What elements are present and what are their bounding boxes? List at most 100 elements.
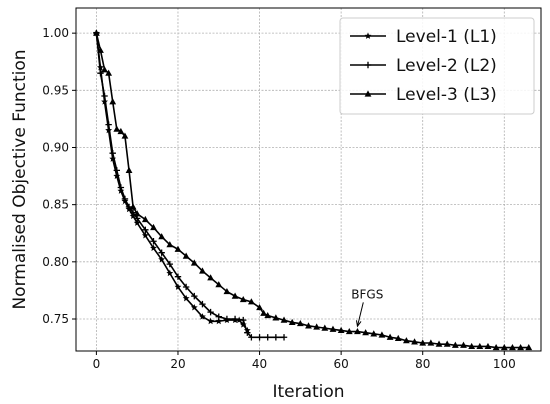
data-point: [207, 308, 214, 316]
data-point: [174, 283, 182, 290]
data-point: [101, 66, 108, 73]
legend: Level-1 (L1) Level-2 (L2) Level-3 (L3): [339, 17, 535, 115]
y-tick-label: 0.75: [42, 312, 69, 326]
data-point: [166, 269, 174, 277]
data-point: [247, 298, 255, 305]
data-point: [402, 337, 410, 344]
data-point: [256, 334, 263, 341]
annotation-arrow: [356, 302, 364, 327]
data-point: [158, 255, 166, 263]
data-point: [133, 219, 141, 226]
data-point: [117, 184, 125, 191]
data-point: [97, 69, 104, 77]
legend-label: Level-1 (L1): [396, 27, 497, 47]
plot-series: [92, 29, 533, 351]
legend-label: Level-3 (L3): [396, 85, 497, 105]
data-point: [174, 273, 182, 280]
data-point: [142, 226, 149, 234]
data-point: [239, 295, 247, 303]
data-point: [378, 331, 386, 338]
axes: 0 20 40 60 80 100 0.75 0.80 0.85 0.90 0.95 1.00: [42, 7, 542, 371]
legend-entry: Level-2 (L2): [350, 56, 497, 76]
data-point: [97, 46, 104, 53]
legend-marker: [364, 61, 372, 69]
data-point: [260, 309, 268, 316]
data-point: [207, 274, 215, 281]
data-point: [174, 245, 182, 252]
data-point: [199, 313, 206, 320]
data-point: [296, 319, 304, 327]
y-axis-label: Normalised Objective Function: [10, 49, 30, 309]
data-point: [443, 340, 451, 347]
annotation-label: BFGS: [351, 287, 383, 301]
data-point: [101, 92, 108, 100]
data-point: [386, 333, 394, 340]
data-point: [190, 259, 198, 266]
data-point: [182, 294, 190, 302]
data-point: [158, 249, 165, 256]
data-point: [158, 233, 166, 240]
x-tick-label: 20: [170, 357, 185, 371]
data-point: [182, 252, 190, 259]
annotation: BFGS: [351, 287, 383, 328]
y-tick-label: 0.85: [42, 198, 69, 212]
data-point: [451, 341, 459, 348]
data-point: [500, 343, 508, 351]
data-point: [256, 303, 263, 311]
data-point: [362, 329, 370, 336]
data-point: [190, 303, 198, 311]
data-point: [129, 203, 137, 210]
x-tick-label: 60: [333, 357, 348, 371]
data-point: [517, 343, 525, 351]
data-point: [288, 318, 296, 326]
data-point: [121, 195, 129, 203]
data-point: [125, 166, 133, 173]
data-point: [272, 314, 280, 321]
annotation-arrowhead: [355, 320, 362, 328]
legend-entry: Level-3 (L3): [350, 85, 497, 105]
data-point: [133, 210, 141, 217]
legend-marker: [364, 32, 372, 39]
legend-label: Level-2 (L2): [396, 56, 497, 76]
data-point: [419, 339, 427, 346]
data-point: [354, 327, 361, 335]
data-point: [105, 69, 113, 76]
data-point: [141, 215, 149, 223]
data-point: [231, 292, 239, 299]
data-point: [280, 334, 288, 341]
data-point: [215, 317, 223, 325]
data-point: [223, 287, 231, 295]
y-tick-label: 1.00: [42, 26, 69, 40]
data-point: [321, 324, 329, 331]
data-point: [109, 150, 116, 157]
data-point: [199, 267, 206, 274]
data-point: [105, 121, 112, 128]
data-point: [460, 341, 467, 348]
data-point: [113, 167, 120, 174]
data-point: [329, 325, 337, 332]
data-point: [305, 322, 312, 329]
data-point: [113, 125, 121, 132]
data-point: [345, 327, 353, 335]
data-point: [427, 339, 435, 346]
data-point: [484, 342, 492, 350]
data-point: [117, 127, 125, 135]
data-point: [150, 223, 157, 231]
series-3: [92, 29, 533, 351]
data-point: [182, 283, 190, 291]
data-point: [92, 29, 100, 36]
y-tick-label: 0.95: [42, 83, 69, 97]
data-point: [509, 343, 516, 351]
data-point: [337, 326, 345, 334]
data-point: [191, 292, 198, 300]
data-point: [240, 316, 247, 324]
data-point: [166, 260, 174, 268]
data-point: [264, 311, 272, 319]
data-point: [215, 281, 223, 288]
data-point: [207, 317, 215, 325]
data-point: [394, 334, 402, 342]
data-point: [150, 238, 157, 245]
data-point: [272, 334, 280, 341]
series-line: [95, 33, 285, 339]
